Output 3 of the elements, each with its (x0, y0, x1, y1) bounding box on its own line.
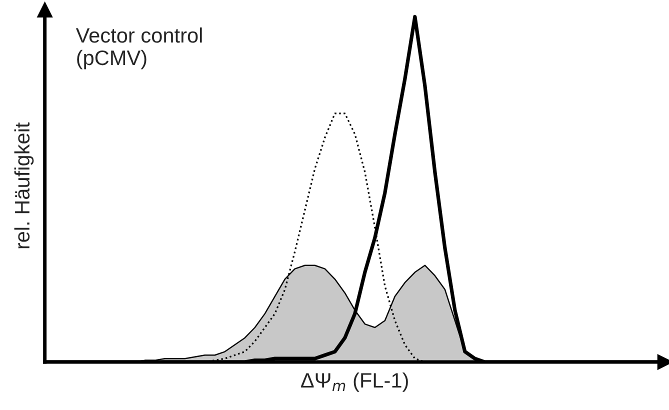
x-axis-title: ΔΨ$_{m}$ (FL-1) (301, 372, 408, 392)
annotation: Vector control (pCMV) (76, 27, 202, 70)
y-axis-title: rel. Häufigkeit (14, 122, 34, 248)
